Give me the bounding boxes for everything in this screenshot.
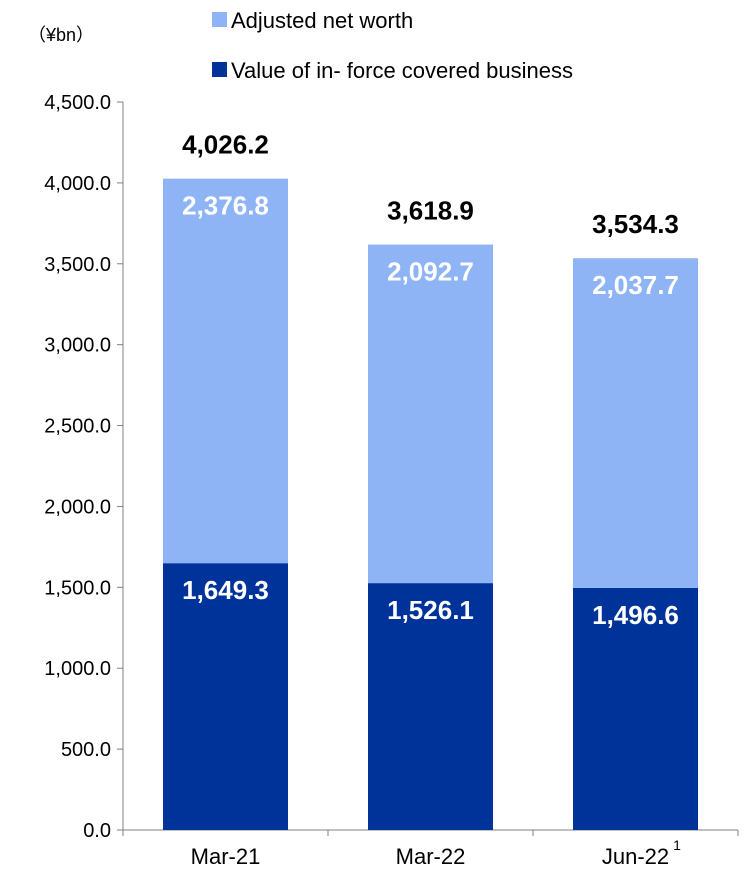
y-tick-label: 2,000.0 bbox=[44, 496, 111, 518]
y-tick-label: 4,000.0 bbox=[44, 173, 111, 195]
data-labels: 1,649.3 2,376.8 4,026.2 1,526.1 2,092.7 3,618… bbox=[182, 130, 679, 630]
bar-value-in-force bbox=[163, 563, 288, 830]
footnote-marker: 1 bbox=[673, 837, 681, 853]
y-axis: 0.0 500.0 1,000.0 1,500.0 2,000.0 2,500.0 3,00… bbox=[44, 92, 124, 842]
data-label-value-in-force: 1,496.6 bbox=[592, 600, 679, 630]
y-tick-label: 3,000.0 bbox=[44, 335, 111, 357]
y-tick-label: 0.0 bbox=[83, 820, 111, 842]
y-tick-label: 500.0 bbox=[61, 739, 111, 761]
x-tick-label: Mar-21 bbox=[191, 844, 261, 869]
total-label: 3,618.9 bbox=[387, 196, 474, 226]
legend-label-adjusted-net-worth: Adjusted net worth bbox=[231, 8, 413, 33]
data-label-value-in-force: 1,649.3 bbox=[182, 575, 269, 605]
x-axis: Mar-21 Mar-22 Jun-22 1 bbox=[122, 829, 739, 869]
total-label: 3,534.3 bbox=[592, 209, 679, 239]
legend-label-value-in-force: Value of in- force covered business bbox=[231, 58, 573, 83]
unit-label: （¥bn） bbox=[28, 25, 94, 45]
legend-swatch-value-in-force bbox=[212, 62, 227, 77]
total-label: 4,026.2 bbox=[182, 130, 269, 160]
x-tick-label: Jun-22 bbox=[602, 844, 669, 869]
y-tick-label: 2,500.0 bbox=[44, 416, 111, 438]
data-label-adjusted-net-worth: 2,092.7 bbox=[387, 257, 474, 287]
legend: Adjusted net worth Value of in- force co… bbox=[212, 8, 573, 83]
bar-value-in-force bbox=[368, 583, 493, 830]
bar-value-in-force bbox=[573, 587, 698, 830]
y-tick-label: 1,000.0 bbox=[44, 658, 111, 680]
bars bbox=[163, 178, 698, 830]
bar-adjusted-net-worth bbox=[163, 178, 288, 564]
data-label-adjusted-net-worth: 2,037.7 bbox=[592, 270, 679, 300]
bar-adjusted-net-worth bbox=[573, 258, 698, 588]
data-label-value-in-force: 1,526.1 bbox=[387, 595, 474, 625]
y-tick-label: 3,500.0 bbox=[44, 254, 111, 276]
data-label-adjusted-net-worth: 2,376.8 bbox=[182, 191, 269, 221]
y-tick-label: 1,500.0 bbox=[44, 577, 111, 599]
y-tick-label: 4,500.0 bbox=[44, 92, 111, 114]
x-tick-label: Mar-22 bbox=[396, 844, 466, 869]
bar-adjusted-net-worth bbox=[368, 244, 493, 584]
legend-swatch-adjusted-net-worth bbox=[212, 12, 227, 27]
